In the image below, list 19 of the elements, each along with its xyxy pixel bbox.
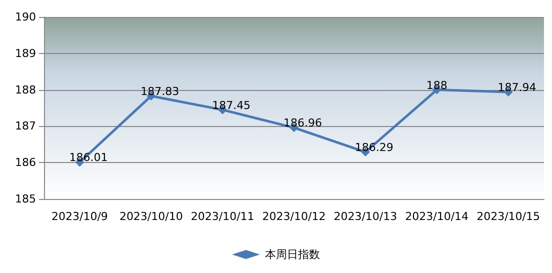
- x-tick-label: 2023/10/15: [476, 210, 540, 223]
- x-tick-label: 2023/10/11: [190, 210, 254, 223]
- y-tick-label: 189: [15, 46, 36, 60]
- x-tick-label: 2023/10/14: [405, 210, 469, 223]
- y-tick-label: 188: [15, 83, 36, 96]
- data-label: 186.96: [284, 116, 322, 130]
- y-tick-label: 186: [15, 156, 36, 170]
- y-tick-label: 190: [15, 10, 36, 24]
- y-tick-label: 185: [15, 192, 36, 206]
- data-label: 187.45: [212, 98, 251, 112]
- data-label: 187.83: [140, 84, 180, 98]
- x-tick-label: 2023/10/13: [334, 210, 398, 223]
- x-tick-label: 2023/10/12: [262, 210, 326, 223]
- data-label: 187.94: [498, 80, 536, 94]
- x-tick-label: 2023/10/9: [52, 210, 108, 223]
- legend-label: 本周日指数: [265, 248, 320, 261]
- x-tick-label: 2023/10/10: [119, 210, 183, 223]
- data-label: 188: [426, 78, 448, 92]
- y-tick-label: 187: [15, 120, 36, 133]
